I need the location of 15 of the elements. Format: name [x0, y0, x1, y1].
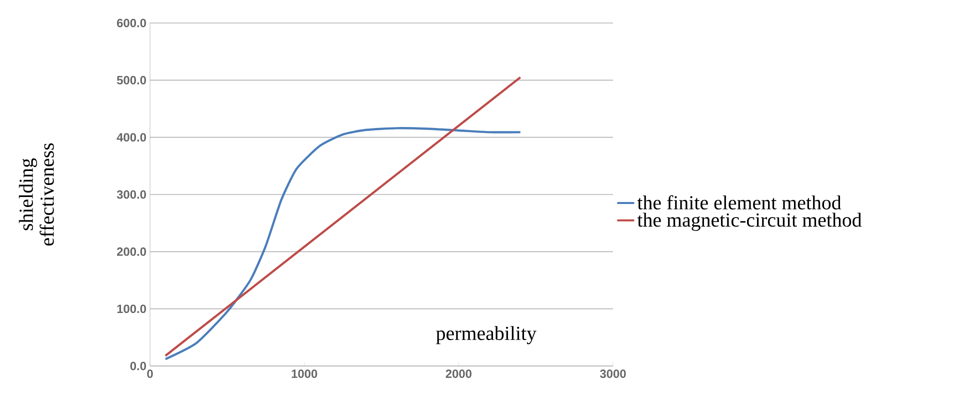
y-tick-label: 600.0: [117, 18, 146, 28]
y-tick-label: 200.0: [116, 247, 146, 256]
y-tick-label: 500.0: [116, 76, 146, 84]
y-tick-label: 100.0: [117, 304, 146, 314]
y-tick-label: 0.0: [130, 362, 146, 370]
legend-label: the finite element method: [637, 195, 842, 210]
legend-label: the magnetic-circuit method: [637, 212, 862, 231]
x-axis-title: permeability: [436, 326, 536, 344]
x-tick-label: 0: [147, 370, 153, 378]
y-tick-label: 400.0: [116, 133, 146, 142]
x-tick-label: 2000: [446, 370, 472, 378]
x-tick-label: 1000: [292, 370, 318, 378]
x-tick-label: 3000: [600, 370, 626, 378]
y-tick-label: 300.0: [116, 190, 146, 199]
y-axis-title: shielding effectiveness: [18, 143, 54, 246]
